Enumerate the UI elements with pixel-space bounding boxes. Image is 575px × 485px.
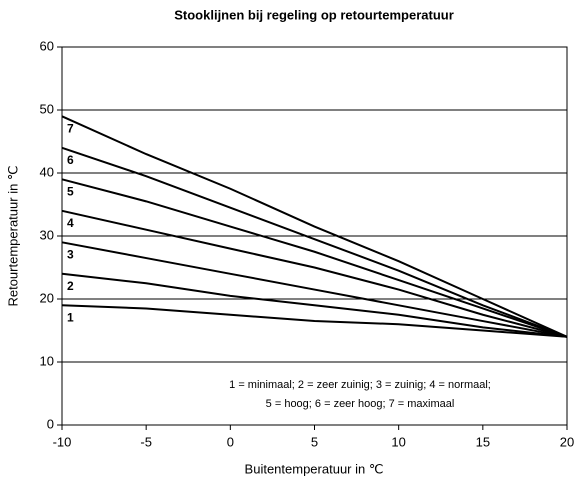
y-tick-label: 0 <box>47 416 54 431</box>
y-tick-label: 60 <box>40 38 54 53</box>
series-label: 1 <box>67 310 74 324</box>
plot-border <box>61 46 568 426</box>
x-tick-label: -10 <box>53 434 72 449</box>
y-tick-label: 30 <box>40 227 54 242</box>
x-tick-label: 0 <box>227 434 234 449</box>
series-label: 2 <box>67 279 74 293</box>
y-tick-label: 10 <box>40 353 54 368</box>
series-label: 6 <box>67 153 74 167</box>
series-line <box>61 146 568 338</box>
x-tick-label: 5 <box>311 434 318 449</box>
y-tick-label: 40 <box>40 164 54 179</box>
annotation: 5 = hoog; 6 = zeer hoog; 7 = maximaal <box>266 398 455 410</box>
x-axis-label: Buitentemperatuur in ℃ <box>245 461 384 476</box>
series-line <box>61 209 568 338</box>
series-label: 5 <box>67 184 74 198</box>
series-line <box>61 241 568 338</box>
series-line <box>61 178 568 338</box>
y-tick-label: 20 <box>40 290 54 305</box>
x-tick-label: -5 <box>140 434 152 449</box>
x-tick-label: 20 <box>560 434 574 449</box>
series-line <box>61 272 568 338</box>
x-tick-label: 10 <box>391 434 405 449</box>
series-line <box>61 115 568 338</box>
chart-title: Stooklijnen bij regeling op retourtemper… <box>174 7 454 22</box>
series-label: 3 <box>67 247 74 261</box>
y-axis-label: Retourtemperatuur in ℃ <box>5 165 20 306</box>
y-tick-label: 50 <box>40 101 54 116</box>
annotation: 1 = minimaal; 2 = zeer zuinig; 3 = zuini… <box>229 379 491 391</box>
series-label: 7 <box>67 121 74 135</box>
x-tick-label: 15 <box>476 434 490 449</box>
series-label: 4 <box>67 216 74 230</box>
series-line <box>61 304 568 338</box>
